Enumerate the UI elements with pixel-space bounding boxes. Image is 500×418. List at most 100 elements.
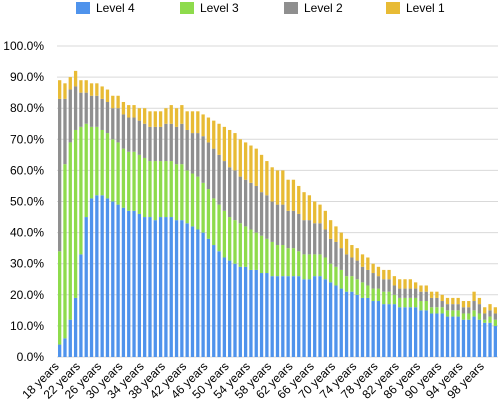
bar-segment-level-3 (73, 129, 78, 298)
bar-segment-level-3 (302, 254, 306, 280)
bar-segment-level-3 (350, 276, 354, 292)
bar-segment-level-4 (286, 276, 290, 357)
bar-segment-level-4 (201, 232, 205, 357)
bar-segment-level-1 (328, 220, 333, 239)
bar-segment-level-1 (456, 297, 460, 305)
bar-segment-level-3 (493, 319, 497, 326)
legend-swatch (76, 2, 90, 14)
bar-segment-level-4 (488, 322, 492, 357)
bar-segment-level-2 (174, 126, 179, 165)
bar-segment-level-4 (111, 201, 115, 357)
y-tick-label: 0.0% (17, 350, 45, 364)
legend-label: Level 4 (96, 1, 135, 15)
bar-segment-level-4 (419, 310, 423, 357)
bar-segment-level-2 (376, 276, 381, 289)
bar-segment-level-1 (148, 111, 152, 127)
bar-segment-level-1 (472, 291, 476, 302)
bar-segment-level-2 (307, 220, 312, 255)
bar-segment-level-2 (89, 95, 94, 127)
bar-segment-level-3 (196, 176, 200, 230)
bar-segment-level-2 (302, 220, 306, 255)
bar-segment-level-2 (286, 210, 290, 249)
bar-segment-level-3 (456, 310, 460, 317)
bar-segment-level-3 (483, 319, 487, 323)
bar-segment-level-1 (477, 297, 482, 305)
bar-segment-level-1 (89, 83, 94, 96)
bar-segment-level-1 (63, 83, 67, 99)
bar-segment-level-4 (84, 217, 88, 357)
bar-segment-level-4 (376, 301, 381, 357)
bar-segment-level-3 (419, 301, 423, 311)
y-tick-label: 100.0% (3, 39, 44, 53)
bar-segment-level-3 (307, 254, 312, 280)
bar-segment-level-4 (265, 273, 269, 357)
bar-segment-level-1 (371, 263, 375, 274)
bar-segment-level-1 (158, 111, 163, 127)
bar-segment-level-3 (366, 285, 370, 298)
bar-segment-level-2 (201, 136, 205, 183)
bar-segment-level-4 (217, 251, 221, 357)
bar-segment-level-2 (222, 161, 227, 211)
bar-segment-level-1 (445, 297, 450, 305)
bar-segment-level-1 (429, 291, 434, 298)
bar-segment-level-3 (328, 263, 333, 283)
bar-segment-level-4 (398, 307, 402, 357)
bar-segment-level-1 (164, 108, 168, 124)
bar-segment-level-2 (445, 304, 450, 311)
bar-segment-level-2 (164, 123, 168, 162)
bar-segment-level-2 (217, 154, 221, 205)
bar-segment-level-2 (100, 98, 104, 130)
bar-segment-level-2 (275, 204, 280, 246)
bar-segment-level-1 (419, 285, 423, 292)
bar-segment-level-1 (153, 111, 157, 127)
bar-segment-level-1 (461, 301, 466, 308)
bar-segment-level-1 (413, 282, 418, 289)
bar-segment-level-4 (238, 266, 242, 357)
bar-segment-level-2 (111, 108, 115, 140)
bar-segment-level-4 (424, 310, 428, 357)
bar-segment-level-2 (451, 304, 455, 311)
legend-swatch (180, 2, 194, 14)
bar-segment-level-3 (127, 151, 131, 211)
bar-segment-level-4 (169, 217, 173, 357)
bar-segment-level-1 (143, 108, 147, 124)
bar-segment-level-4 (79, 254, 83, 357)
bar-segment-level-1 (132, 105, 136, 118)
bar-segment-level-3 (286, 248, 290, 277)
bar-segment-level-1 (196, 111, 200, 134)
bar-segment-level-2 (440, 301, 444, 308)
bar-segment-level-1 (318, 204, 322, 224)
bar-segment-level-3 (281, 245, 285, 277)
bar-segment-level-4 (137, 213, 142, 357)
bar-segment-level-3 (387, 291, 391, 305)
y-tick-label: 30.0% (10, 257, 44, 271)
bar-segment-level-1 (58, 80, 62, 99)
bar-segment-level-2 (313, 223, 317, 255)
bar-segment-level-1 (307, 195, 312, 221)
bar-segment-level-2 (456, 304, 460, 311)
bar-segment-level-3 (111, 139, 115, 202)
bar-segment-level-3 (148, 161, 152, 218)
bar-segment-level-2 (206, 142, 211, 190)
bar-segment-level-3 (313, 254, 317, 277)
bar-segment-level-1 (376, 266, 381, 277)
legend-swatch (284, 2, 298, 14)
bar-segment-level-4 (382, 304, 386, 357)
bar-segment-level-1 (339, 232, 343, 249)
bar-segment-level-3 (243, 226, 248, 267)
bar-segment-level-1 (270, 167, 274, 202)
bar-segment-level-4 (318, 276, 322, 357)
bar-segment-level-2 (95, 95, 99, 127)
bar-segment-level-2 (392, 285, 397, 295)
bar-segment-level-1 (366, 257, 370, 270)
bar-segment-level-3 (291, 248, 296, 277)
y-tick-label: 10.0% (10, 319, 44, 333)
bar-segment-level-4 (371, 301, 375, 357)
bar-segment-level-4 (95, 195, 99, 357)
bar-segment-level-2 (419, 291, 423, 302)
bar-segment-level-2 (281, 204, 285, 246)
y-tick-label: 80.0% (10, 101, 44, 115)
bar-segment-level-2 (127, 117, 131, 152)
bar-segment-level-4 (190, 226, 195, 357)
